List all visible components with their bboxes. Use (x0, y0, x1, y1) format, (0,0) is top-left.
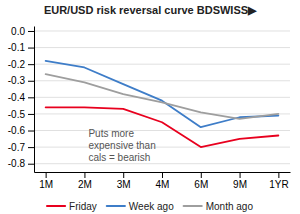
chart-svg: EUR/USD risk reversal curve BDSWISS▶ 0.0 -… (0, 0, 300, 214)
y-tick-mark (28, 164, 34, 165)
x-tick-mark (46, 172, 47, 178)
x-tick-mark (201, 172, 202, 178)
x-tick: 4M (156, 172, 170, 190)
x-tick: 9M (233, 172, 247, 190)
x-tick-label: 6M (194, 179, 208, 190)
y-tick-label: 0.0 (11, 26, 25, 37)
y-tick: -0.5 (8, 109, 34, 120)
series-line (46, 61, 279, 127)
y-tick-label: -0.2 (8, 59, 26, 70)
plot-area: 0.0 -0.1 -0.2 -0.3 -0.4 -0.5 -0.6 -0.7 -0.8 1M 2M 3… (8, 26, 291, 190)
annotation-line: Puts more (88, 128, 134, 139)
y-tick-label: -0.1 (8, 42, 26, 53)
grid-line (34, 113, 290, 114)
y-axis: 0.0 -0.1 -0.2 -0.3 -0.4 -0.5 -0.6 -0.7 -0.8 (8, 26, 35, 173)
legend-label: Week ago (129, 201, 174, 212)
y-tick-label: -0.5 (8, 109, 26, 120)
x-tick: 2M (78, 172, 92, 190)
y-tick-mark (28, 64, 34, 65)
y-tick-label: -0.4 (8, 92, 26, 103)
x-tick: 3M (117, 172, 131, 190)
grid-line (34, 130, 290, 131)
x-tick: 6M (194, 172, 208, 190)
y-tick: 0.0 (11, 26, 34, 37)
y-tick-mark (28, 48, 34, 49)
grid-line (34, 97, 290, 98)
chart-container: EUR/USD risk reversal curve BDSWISS▶ 0.0 -… (0, 0, 300, 214)
x-tick-label: 9M (233, 179, 247, 190)
x-tick-mark (84, 172, 85, 178)
chart-title: EUR/USD risk reversal curve BDSWISS▶ (44, 4, 257, 16)
y-tick: -0.3 (8, 75, 34, 86)
x-tick: 1YR (269, 172, 288, 190)
y-tick-mark (28, 147, 34, 148)
y-tick-mark (28, 81, 34, 82)
annotation-line: expensive than (88, 140, 155, 151)
legend-item: Month ago (184, 201, 254, 212)
y-tick-label: -0.7 (8, 142, 26, 153)
grid-line (34, 47, 290, 48)
grid (34, 31, 290, 164)
series-lines (46, 61, 279, 147)
y-tick-mark (28, 31, 34, 32)
legend-label: Friday (69, 201, 97, 212)
x-tick-mark (162, 172, 163, 178)
grid-line (34, 30, 290, 31)
grid-line (34, 163, 290, 164)
y-tick-mark (28, 97, 34, 98)
y-tick: -0.7 (8, 142, 34, 153)
x-tick-mark (123, 172, 124, 178)
x-tick-label: 4M (156, 179, 170, 190)
legend-swatch (47, 205, 65, 207)
x-axis: 1M 2M 3M 4M 6M 9M 1YR (35, 172, 291, 190)
y-tick-mark (28, 114, 34, 115)
grid-line (34, 147, 290, 148)
y-tick: -0.4 (8, 92, 34, 103)
legend-swatch (107, 205, 125, 207)
x-tick-label: 3M (117, 179, 131, 190)
legend-label: Month ago (206, 201, 254, 212)
annotation-line: cals = bearish (88, 152, 150, 163)
series-line (46, 74, 279, 119)
y-tick-label: -0.3 (8, 75, 26, 86)
legend-swatch (184, 205, 202, 207)
x-tick-label: 2M (78, 179, 92, 190)
annotation: Puts moreexpensive thancals = bearish (88, 128, 155, 163)
y-tick: -0.2 (8, 59, 34, 70)
x-tick-label: 1M (39, 179, 53, 190)
legend-item: Week ago (107, 201, 174, 212)
x-tick-label: 1YR (269, 179, 288, 190)
y-tick-mark (28, 131, 34, 132)
y-tick-label: -0.6 (8, 125, 26, 136)
legend-item: Friday (47, 201, 97, 212)
series-line (46, 107, 279, 147)
legend: Friday Week ago Month ago (47, 201, 253, 212)
x-tick: 1M (39, 172, 53, 190)
x-tick-mark (278, 172, 279, 178)
y-tick: -0.6 (8, 125, 34, 136)
y-tick: -0.1 (8, 42, 34, 53)
y-tick: -0.8 (8, 158, 34, 169)
x-tick-mark (240, 172, 241, 178)
y-axis-line (34, 27, 35, 173)
y-tick-label: -0.8 (8, 158, 26, 169)
